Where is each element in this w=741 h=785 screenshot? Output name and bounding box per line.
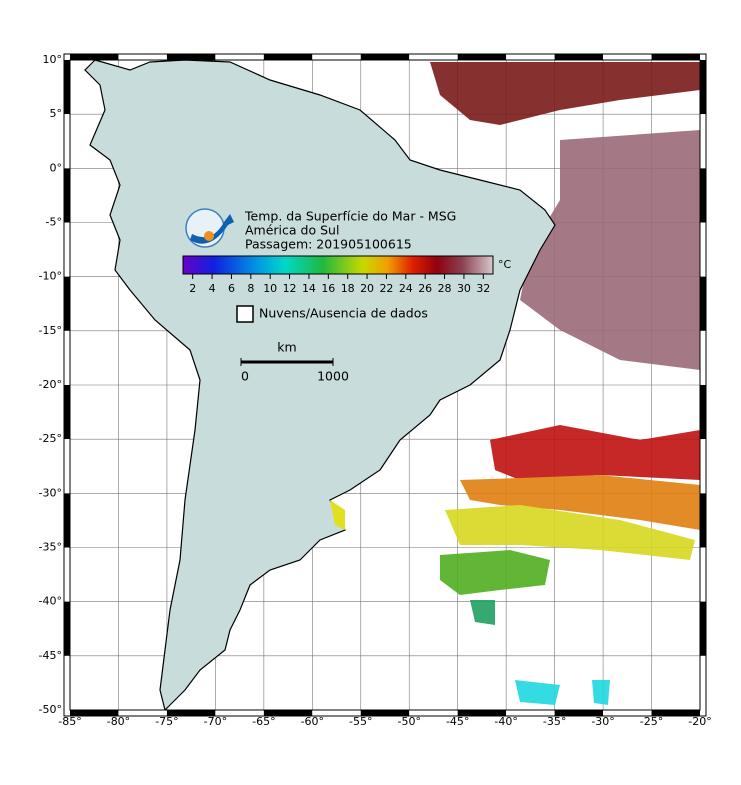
sst-red-band <box>490 425 700 480</box>
lat-tick-label: -20° <box>39 378 62 391</box>
colorbar-tick-label: 12 <box>283 282 297 295</box>
scale-bar: 0 1000 <box>240 358 349 384</box>
lon-tick-label: -40° <box>494 715 517 728</box>
lat-tick-label: 0° <box>50 161 63 174</box>
frame-outline <box>63 53 707 717</box>
lon-tick-label: -80° <box>107 715 130 728</box>
lat-tick-label: -10° <box>39 270 62 283</box>
colorbar-tick-label: 8 <box>247 282 254 295</box>
colorbar-ticks: 2 4 6 8 10 12 14 16 18 20 22 24 26 28 30 32 <box>189 274 490 295</box>
colorbar-tick-label: 28 <box>438 282 452 295</box>
colorbar-tick-label: 26 <box>418 282 432 295</box>
lat-tick-label: -15° <box>39 324 62 337</box>
sst-warm-north <box>430 62 700 125</box>
title: Temp. da Superfície do Mar - MSG <box>244 209 456 224</box>
lon-tick-label: -60° <box>301 715 324 728</box>
lat-tick-label: -30° <box>39 486 62 499</box>
pass-time: Passagem: 201905100615 <box>245 237 412 252</box>
lon-tick-label: -85° <box>58 715 81 728</box>
lat-tick-label: -5° <box>46 216 62 229</box>
colorbar-tick-label: 4 <box>209 282 216 295</box>
sst-cyan-patch <box>515 680 560 705</box>
colorbar-tick-label: 6 <box>228 282 235 295</box>
lat-tick-label: -35° <box>39 541 62 554</box>
colorbar <box>182 255 494 275</box>
legend-label: Nuvens/Ausencia de dados <box>259 306 428 321</box>
lat-tick-label: -45° <box>39 649 62 662</box>
scale-tick-label: 1000 <box>317 369 349 384</box>
logo <box>185 208 234 248</box>
sst-green-patch <box>470 600 495 625</box>
colorbar-tick-label: 20 <box>360 282 374 295</box>
colorbar-tick-label: 22 <box>379 282 393 295</box>
lon-tick-label: -30° <box>591 715 614 728</box>
lon-tick-label: -75° <box>155 715 178 728</box>
lat-tick-label: -50° <box>39 703 62 716</box>
region: América do Sul <box>245 223 339 238</box>
colorbar-tick-label: 10 <box>263 282 277 295</box>
colorbar-tick-label: 18 <box>341 282 355 295</box>
colorbar-tick-label: 16 <box>321 282 335 295</box>
lat-tick-label: -40° <box>39 595 62 608</box>
colorbar-tick-label: 32 <box>476 282 490 295</box>
colorbar-tick-label: 30 <box>457 282 471 295</box>
lon-tick-label: -45° <box>446 715 469 728</box>
sst-orange-band <box>460 475 700 530</box>
colorbar-tick-label: 2 <box>189 282 196 295</box>
sst-green-band <box>440 550 550 595</box>
logo-sun <box>204 231 214 241</box>
lat-tick-label: -25° <box>39 432 62 445</box>
sst-cyan-patch <box>592 680 610 705</box>
map-frame <box>63 53 707 717</box>
lon-tick-label: -50° <box>397 715 420 728</box>
colorbar-tick-label: 24 <box>399 282 413 295</box>
sst-patches <box>430 62 700 705</box>
scale-tick-label: 0 <box>241 369 249 384</box>
sst-yellow-band <box>445 505 695 560</box>
lon-tick-label: -25° <box>640 715 663 728</box>
rio-de-la-plata <box>330 500 345 530</box>
lat-tick-label: 5° <box>50 107 63 120</box>
lon-tick-label: -55° <box>349 715 372 728</box>
colorbar-tick-label: 14 <box>302 282 316 295</box>
scale-unit: km <box>277 340 296 355</box>
lat-tick-label: 10° <box>43 53 63 66</box>
colorbar-unit: °C <box>498 258 512 271</box>
lon-tick-label: -20° <box>688 715 711 728</box>
lon-tick-label: -65° <box>252 715 275 728</box>
frame-inner <box>69 59 701 711</box>
lon-tick-label: -35° <box>543 715 566 728</box>
sst-tropical <box>520 130 700 370</box>
lon-tick-label: -70° <box>204 715 227 728</box>
legend-swatch <box>236 305 254 323</box>
